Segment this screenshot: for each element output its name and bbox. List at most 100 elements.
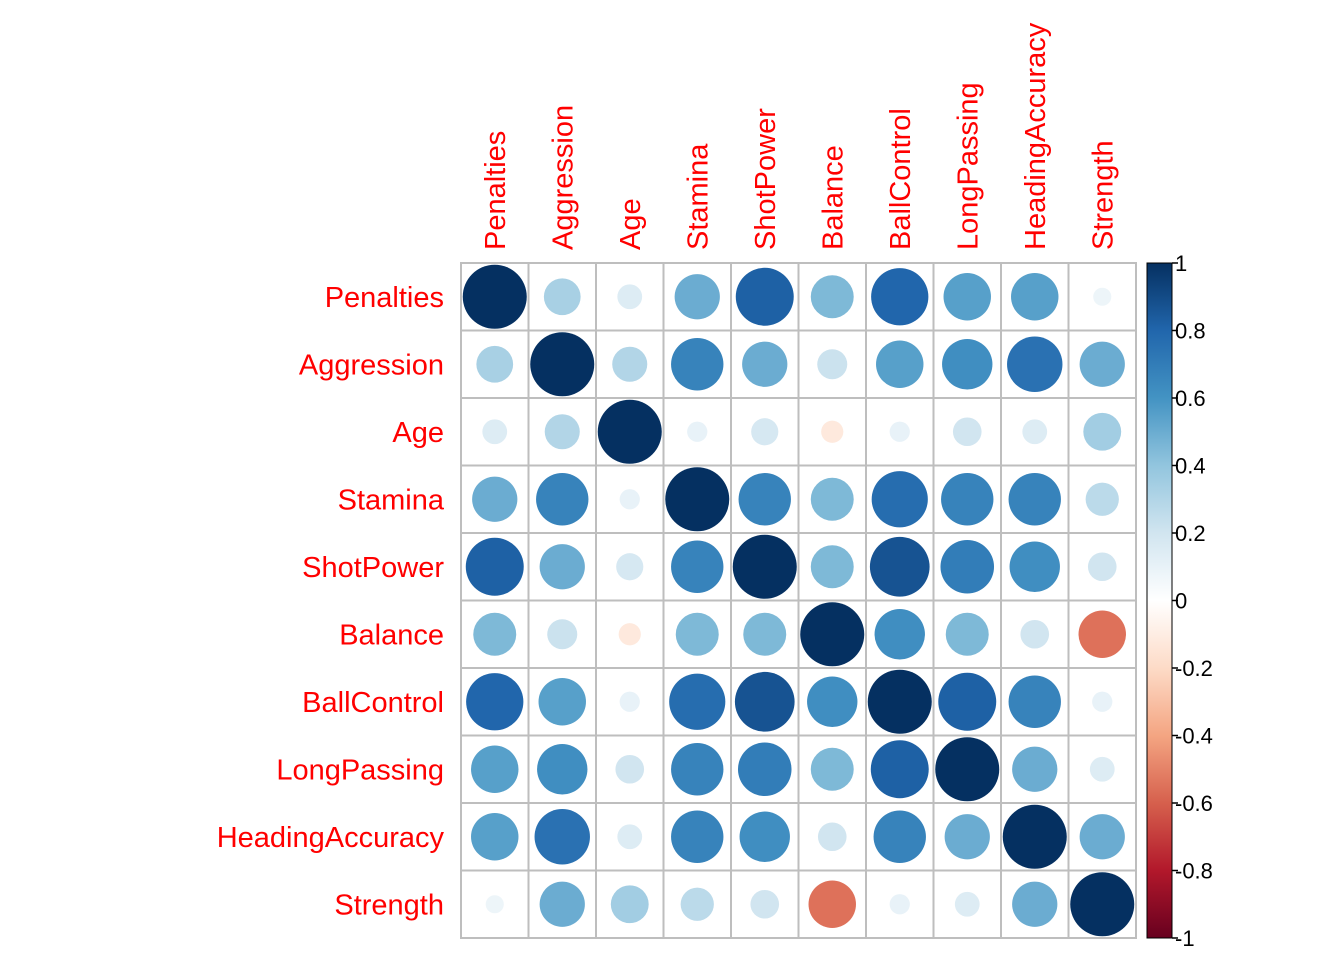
corr-circle-Balance-Balance <box>800 602 865 667</box>
corr-circle-Strength-LongPassing <box>954 891 980 917</box>
corr-circle-Stamina-ShotPower <box>738 473 791 526</box>
corr-circle-Strength-Aggression <box>539 881 585 927</box>
corr-circle-ShotPower-HeadingAccuracy <box>1009 541 1060 592</box>
corr-circle-ShotPower-LongPassing <box>940 539 995 594</box>
corr-circle-Aggression-LongPassing <box>942 339 993 390</box>
corr-circle-Stamina-HeadingAccuracy <box>1008 473 1061 526</box>
corr-circle-Age-Stamina <box>687 421 708 442</box>
corr-circle-BallControl-Stamina <box>669 673 726 730</box>
row-labels: Penalties Aggression Age Stamina ShotPower Ba… <box>217 282 445 922</box>
colorbar-tick-label: 0.6 <box>1175 386 1206 411</box>
grid-cell <box>1067 667 1137 737</box>
corr-circle-Stamina-Stamina <box>665 467 730 532</box>
corr-circle-Balance-HeadingAccuracy <box>1020 619 1050 649</box>
corr-circle-Age-Strength <box>1083 412 1122 451</box>
corr-circle-Stamina-Age <box>619 489 640 510</box>
corr-circle-Strength-Penalties <box>485 895 504 914</box>
corr-circle-Strength-Balance <box>808 880 856 928</box>
corr-circle-Penalties-BallControl <box>871 268 929 326</box>
corr-circle-BallControl-Aggression <box>538 678 586 726</box>
corr-circle-Balance-Strength <box>1078 610 1126 658</box>
corr-circle-BallControl-Strength <box>1092 691 1113 712</box>
row-label-Aggression: Aggression <box>299 349 444 381</box>
corr-circle-Aggression-Stamina <box>671 338 724 391</box>
corr-circle-Strength-Age <box>610 885 649 924</box>
corr-circle-HeadingAccuracy-Aggression <box>534 809 590 865</box>
corr-circle-Aggression-Age <box>612 346 648 382</box>
corr-circle-ShotPower-Strength <box>1087 552 1117 582</box>
colorbar-tick-label: 0.4 <box>1175 454 1206 479</box>
corr-circle-Balance-Age <box>618 623 641 646</box>
correlation-circles <box>462 264 1135 937</box>
corr-circle-Balance-BallControl <box>874 609 925 660</box>
corr-circle-HeadingAccuracy-Stamina <box>671 810 724 863</box>
corr-circle-Balance-Aggression <box>547 619 578 650</box>
corr-circle-Stamina-Strength <box>1085 482 1119 516</box>
corr-circle-Strength-ShotPower <box>750 889 780 919</box>
corr-circle-Age-BallControl <box>889 421 910 442</box>
corr-circle-HeadingAccuracy-Balance <box>817 822 847 852</box>
corr-circle-ShotPower-Aggression <box>539 544 585 590</box>
colorbar-tick-label: 0.2 <box>1175 521 1206 546</box>
corr-circle-Aggression-ShotPower <box>742 341 788 387</box>
corr-circle-HeadingAccuracy-Strength <box>1079 814 1125 860</box>
corr-circle-Age-HeadingAccuracy <box>1022 419 1048 445</box>
colorbar-tick-label: -0.4 <box>1175 724 1213 749</box>
row-label-LongPassing: LongPassing <box>276 754 444 786</box>
row-label-Balance: Balance <box>339 619 444 651</box>
corr-circle-Penalties-HeadingAccuracy <box>1011 273 1059 321</box>
row-label-ShotPower: ShotPower <box>302 552 444 584</box>
col-label-Penalties: Penalties <box>480 131 512 250</box>
col-label-Stamina: Stamina <box>682 143 714 250</box>
row-label-Stamina: Stamina <box>338 484 445 516</box>
corr-circle-ShotPower-BallControl <box>869 536 930 597</box>
corr-circle-LongPassing-LongPassing <box>935 737 1000 802</box>
col-label-BallControl: BallControl <box>885 108 917 250</box>
corr-circle-Penalties-Aggression <box>543 278 581 316</box>
corr-circle-BallControl-HeadingAccuracy <box>1008 675 1061 728</box>
colorbar-tick-label: 0 <box>1175 589 1187 614</box>
corr-circle-Penalties-Balance <box>810 275 854 319</box>
corr-circle-Aggression-BallControl <box>876 340 924 388</box>
colorbar: 1 0.8 0.6 0.4 0.2 0 -0.2 -0.4 -0.6 -0.8 -1 <box>1146 251 1213 951</box>
corr-circle-Stamina-Aggression <box>536 473 589 526</box>
corr-circle-BallControl-Age <box>619 691 640 712</box>
row-label-HeadingAccuracy: HeadingAccuracy <box>217 822 445 854</box>
corr-circle-Strength-Strength <box>1070 872 1135 937</box>
corr-circle-LongPassing-Age <box>615 754 645 784</box>
colorbar-tick-label: -1 <box>1175 926 1195 951</box>
corr-circle-LongPassing-Penalties <box>471 745 519 793</box>
corr-circle-LongPassing-Stamina <box>671 743 724 796</box>
row-label-Strength: Strength <box>334 889 444 921</box>
column-labels: Penalties Aggression Age Stamina ShotPower Ba… <box>480 22 1120 250</box>
colorbar-tick-label: 0.8 <box>1175 319 1206 344</box>
corr-circle-Strength-HeadingAccuracy <box>1012 881 1058 927</box>
corr-circle-ShotPower-Stamina <box>671 540 724 593</box>
grid-cell <box>1067 397 1137 467</box>
corr-circle-Stamina-Balance <box>810 477 854 521</box>
row-label-BallControl: BallControl <box>302 687 444 719</box>
col-label-Balance: Balance <box>817 145 849 250</box>
corr-circle-LongPassing-HeadingAccuracy <box>1012 746 1058 792</box>
col-label-Age: Age <box>615 198 647 250</box>
corr-circle-Age-Age <box>597 399 662 464</box>
corr-circle-Age-LongPassing <box>952 417 982 447</box>
corr-circle-LongPassing-ShotPower <box>737 742 792 797</box>
corr-circle-ShotPower-ShotPower <box>732 534 797 599</box>
corr-circle-Age-Penalties <box>482 419 508 445</box>
corr-circle-ShotPower-Penalties <box>465 537 524 596</box>
corr-circle-Aggression-Strength <box>1079 341 1125 387</box>
row-label-Penalties: Penalties <box>325 282 444 314</box>
corr-circle-Age-ShotPower <box>751 418 779 446</box>
col-label-HeadingAccuracy: HeadingAccuracy <box>1020 22 1052 250</box>
corr-circle-ShotPower-Balance <box>810 545 854 589</box>
corr-circle-BallControl-Penalties <box>466 673 524 731</box>
corr-circle-Age-Aggression <box>544 414 580 450</box>
corr-circle-Strength-Stamina <box>680 887 714 921</box>
corr-circle-Stamina-Penalties <box>472 476 518 522</box>
col-label-Aggression: Aggression <box>547 105 579 250</box>
colorbar-tick-label: -0.2 <box>1175 656 1213 681</box>
corr-circle-Penalties-LongPassing <box>943 273 991 321</box>
corr-circle-BallControl-BallControl <box>867 669 932 734</box>
